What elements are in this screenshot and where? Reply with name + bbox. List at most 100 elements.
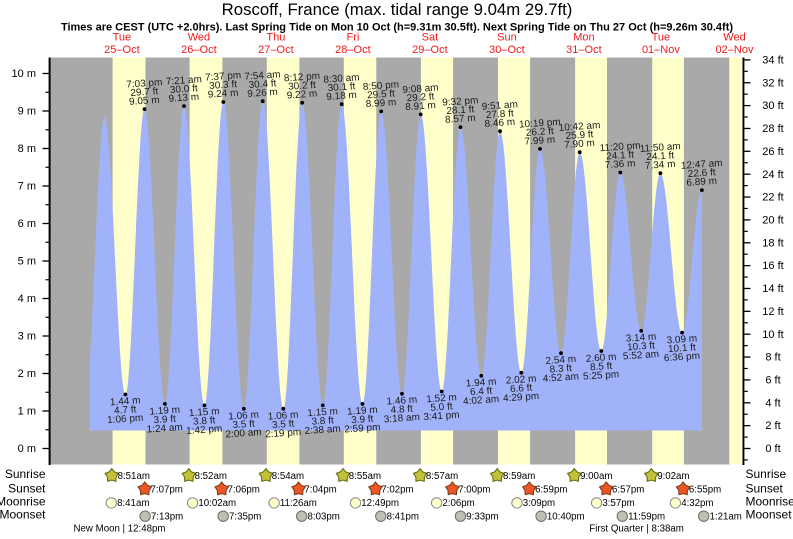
svg-text:6.89 m: 6.89 m (686, 176, 717, 189)
svg-text:7:35pm: 7:35pm (229, 511, 261, 522)
svg-text:2:59 pm: 2:59 pm (344, 422, 381, 435)
svg-text:Wed: Wed (723, 32, 745, 44)
svg-text:1.15 m: 1.15 m (307, 406, 338, 419)
svg-text:3.09 m: 3.09 m (666, 333, 697, 346)
svg-text:1.19 m: 1.19 m (149, 405, 180, 418)
svg-text:8 m: 8 m (18, 143, 36, 155)
svg-text:3.14 m: 3.14 m (625, 332, 656, 345)
svg-text:4 m: 4 m (18, 293, 36, 305)
svg-text:2:38 am: 2:38 am (304, 424, 341, 437)
svg-text:12:49pm: 12:49pm (361, 498, 399, 509)
svg-text:6:57pm: 6:57pm (612, 485, 644, 496)
svg-text:7:37 pm: 7:37 pm (205, 70, 242, 83)
svg-text:3 m: 3 m (18, 331, 36, 343)
svg-text:8 ft: 8 ft (765, 352, 780, 364)
svg-text:8:50 pm: 8:50 pm (363, 79, 400, 92)
svg-text:29.2 ft: 29.2 ft (406, 91, 435, 104)
svg-text:6 m: 6 m (18, 218, 36, 230)
svg-text:4.7 ft: 4.7 ft (114, 404, 137, 417)
svg-text:3:57pm: 3:57pm (602, 498, 634, 509)
svg-text:30 ft: 30 ft (762, 100, 783, 112)
svg-text:30.4 ft: 30.4 ft (248, 78, 277, 91)
svg-text:2.60 m: 2.60 m (585, 352, 616, 365)
svg-text:26–Oct: 26–Oct (181, 44, 216, 56)
svg-text:28 ft: 28 ft (762, 123, 783, 135)
svg-text:8:03pm: 8:03pm (308, 511, 340, 522)
svg-text:4:02 am: 4:02 am (463, 394, 500, 407)
svg-text:Sun: Sun (497, 32, 517, 44)
svg-text:9:00am: 9:00am (580, 471, 612, 482)
svg-text:8.3 ft: 8.3 ft (549, 363, 572, 376)
svg-text:1.94 m: 1.94 m (465, 377, 496, 390)
svg-text:4 ft: 4 ft (765, 397, 780, 409)
svg-text:7:54 am: 7:54 am (244, 69, 281, 82)
svg-text:26.2 ft: 26.2 ft (526, 126, 555, 139)
svg-text:6.6 ft: 6.6 ft (510, 383, 533, 396)
svg-text:4.8 ft: 4.8 ft (390, 404, 413, 417)
svg-text:2:06pm: 2:06pm (442, 498, 474, 509)
svg-text:8.91 m: 8.91 m (405, 100, 436, 113)
svg-text:8.57 m: 8.57 m (445, 113, 476, 126)
svg-text:1.06 m: 1.06 m (228, 410, 259, 423)
svg-text:8.99 m: 8.99 m (365, 97, 396, 110)
svg-text:4:52 am: 4:52 am (542, 371, 579, 384)
svg-text:30.1 ft: 30.1 ft (327, 81, 356, 94)
svg-text:10 m: 10 m (12, 68, 36, 80)
svg-text:8:54am: 8:54am (272, 471, 304, 482)
svg-text:5 m: 5 m (18, 256, 36, 268)
svg-text:Tue: Tue (113, 32, 132, 44)
svg-text:7:00pm: 7:00pm (458, 485, 490, 496)
svg-text:9.18 m: 9.18 m (326, 90, 357, 103)
svg-text:2 ft: 2 ft (765, 420, 780, 432)
svg-text:6.4 ft: 6.4 ft (470, 386, 493, 399)
svg-text:2:00 am: 2:00 am (225, 427, 262, 440)
svg-text:28.1 ft: 28.1 ft (446, 104, 475, 117)
svg-text:6 ft: 6 ft (765, 375, 780, 387)
svg-text:26 ft: 26 ft (762, 146, 783, 158)
svg-text:Wed: Wed (188, 32, 210, 44)
svg-text:6:36 pm: 6:36 pm (664, 351, 701, 364)
svg-text:Times are CEST (UTC +2.0hrs).: Times are CEST (UTC +2.0hrs). Last Sprin… (61, 21, 733, 33)
svg-text:3:18 am: 3:18 am (383, 412, 420, 425)
svg-text:8:57am: 8:57am (426, 471, 458, 482)
svg-text:8:55am: 8:55am (349, 471, 381, 482)
svg-text:22.6 ft: 22.6 ft (687, 167, 716, 180)
svg-text:1:06 pm: 1:06 pm (107, 413, 144, 426)
svg-text:0 m: 0 m (18, 443, 36, 455)
svg-text:31–Oct: 31–Oct (566, 44, 601, 56)
svg-text:1:24 am: 1:24 am (146, 422, 183, 435)
svg-text:14 ft: 14 ft (762, 283, 783, 295)
svg-text:0 ft: 0 ft (765, 443, 780, 455)
svg-text:7 m: 7 m (18, 181, 36, 193)
svg-text:9.13 m: 9.13 m (168, 92, 199, 105)
svg-text:6:55pm: 6:55pm (689, 485, 721, 496)
svg-text:Sunset: Sunset (8, 482, 46, 496)
svg-text:9.05 m: 9.05 m (129, 95, 160, 108)
svg-text:7.90 m: 7.90 m (564, 138, 595, 151)
svg-text:25.9 ft: 25.9 ft (565, 129, 594, 142)
svg-text:10:19 pm: 10:19 pm (519, 117, 561, 131)
svg-text:2 m: 2 m (18, 368, 36, 380)
svg-text:30.3 ft: 30.3 ft (209, 79, 238, 92)
svg-text:10.1 ft: 10.1 ft (668, 342, 697, 355)
svg-text:22 ft: 22 ft (762, 192, 783, 204)
svg-text:Sunrise: Sunrise (5, 467, 46, 481)
svg-text:9:51 am: 9:51 am (481, 99, 518, 112)
svg-text:7:04pm: 7:04pm (304, 485, 336, 496)
svg-text:9.24 m: 9.24 m (207, 88, 238, 101)
svg-text:3:09pm: 3:09pm (523, 498, 555, 509)
svg-text:3.9 ft: 3.9 ft (351, 414, 374, 427)
svg-text:25–Oct: 25–Oct (104, 44, 139, 56)
svg-text:First Quarter | 8:38am: First Quarter | 8:38am (589, 524, 684, 535)
svg-text:1.19 m: 1.19 m (347, 405, 378, 418)
svg-text:10:42 am: 10:42 am (558, 120, 600, 134)
svg-text:12 ft: 12 ft (762, 306, 783, 318)
svg-text:3.9 ft: 3.9 ft (153, 414, 176, 427)
svg-text:7:13pm: 7:13pm (151, 511, 183, 522)
svg-text:8:30 am: 8:30 am (323, 72, 360, 85)
svg-text:5:25 pm: 5:25 pm (583, 369, 620, 382)
svg-text:1.52 m: 1.52 m (426, 392, 457, 405)
svg-text:8:51am: 8:51am (118, 471, 150, 482)
svg-text:7:21 am: 7:21 am (165, 74, 202, 87)
svg-text:27.8 ft: 27.8 ft (486, 108, 515, 121)
